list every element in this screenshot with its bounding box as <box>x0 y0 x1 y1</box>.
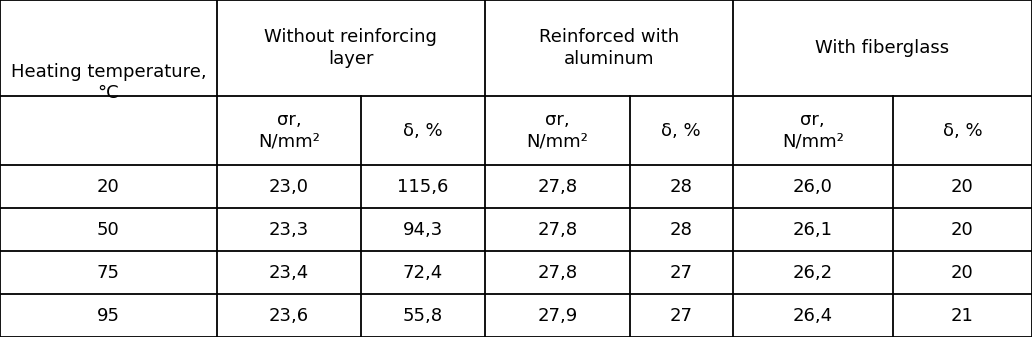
Text: 23,3: 23,3 <box>268 221 310 239</box>
Text: 27,8: 27,8 <box>538 221 577 239</box>
Text: 23,0: 23,0 <box>269 178 309 195</box>
Text: 20: 20 <box>950 221 974 239</box>
Text: 20: 20 <box>97 178 120 195</box>
Text: Without reinforcing
layer: Without reinforcing layer <box>264 28 438 68</box>
Text: 27,8: 27,8 <box>538 264 577 281</box>
Text: 27,8: 27,8 <box>538 178 577 195</box>
Text: 55,8: 55,8 <box>404 307 443 325</box>
Text: With fiberglass: With fiberglass <box>815 39 949 57</box>
Text: 26,0: 26,0 <box>793 178 833 195</box>
Text: 21: 21 <box>950 307 974 325</box>
Text: 75: 75 <box>97 264 120 281</box>
Text: 26,2: 26,2 <box>793 264 833 281</box>
Text: 20: 20 <box>950 178 974 195</box>
Text: σr,
N/mm²: σr, N/mm² <box>782 111 843 150</box>
Text: σr,
N/mm²: σr, N/mm² <box>258 111 320 150</box>
Text: Heating temperature,
°C: Heating temperature, °C <box>10 63 206 102</box>
Text: 26,4: 26,4 <box>793 307 833 325</box>
Text: 94,3: 94,3 <box>402 221 444 239</box>
Text: 115,6: 115,6 <box>397 178 449 195</box>
Text: 27,9: 27,9 <box>537 307 578 325</box>
Text: δ, %: δ, % <box>942 122 982 140</box>
Text: 20: 20 <box>950 264 974 281</box>
Text: Reinforced with
aluminum: Reinforced with aluminum <box>539 28 679 68</box>
Text: 50: 50 <box>97 221 120 239</box>
Text: 95: 95 <box>97 307 120 325</box>
Text: 26,1: 26,1 <box>793 221 833 239</box>
Text: 23,4: 23,4 <box>268 264 310 281</box>
Text: 28: 28 <box>670 221 692 239</box>
Text: σr,
N/mm²: σr, N/mm² <box>526 111 588 150</box>
Text: δ, %: δ, % <box>404 122 443 140</box>
Text: 27: 27 <box>670 264 692 281</box>
Text: 72,4: 72,4 <box>402 264 444 281</box>
Text: 28: 28 <box>670 178 692 195</box>
Text: δ, %: δ, % <box>662 122 701 140</box>
Text: 27: 27 <box>670 307 692 325</box>
Text: 23,6: 23,6 <box>269 307 309 325</box>
